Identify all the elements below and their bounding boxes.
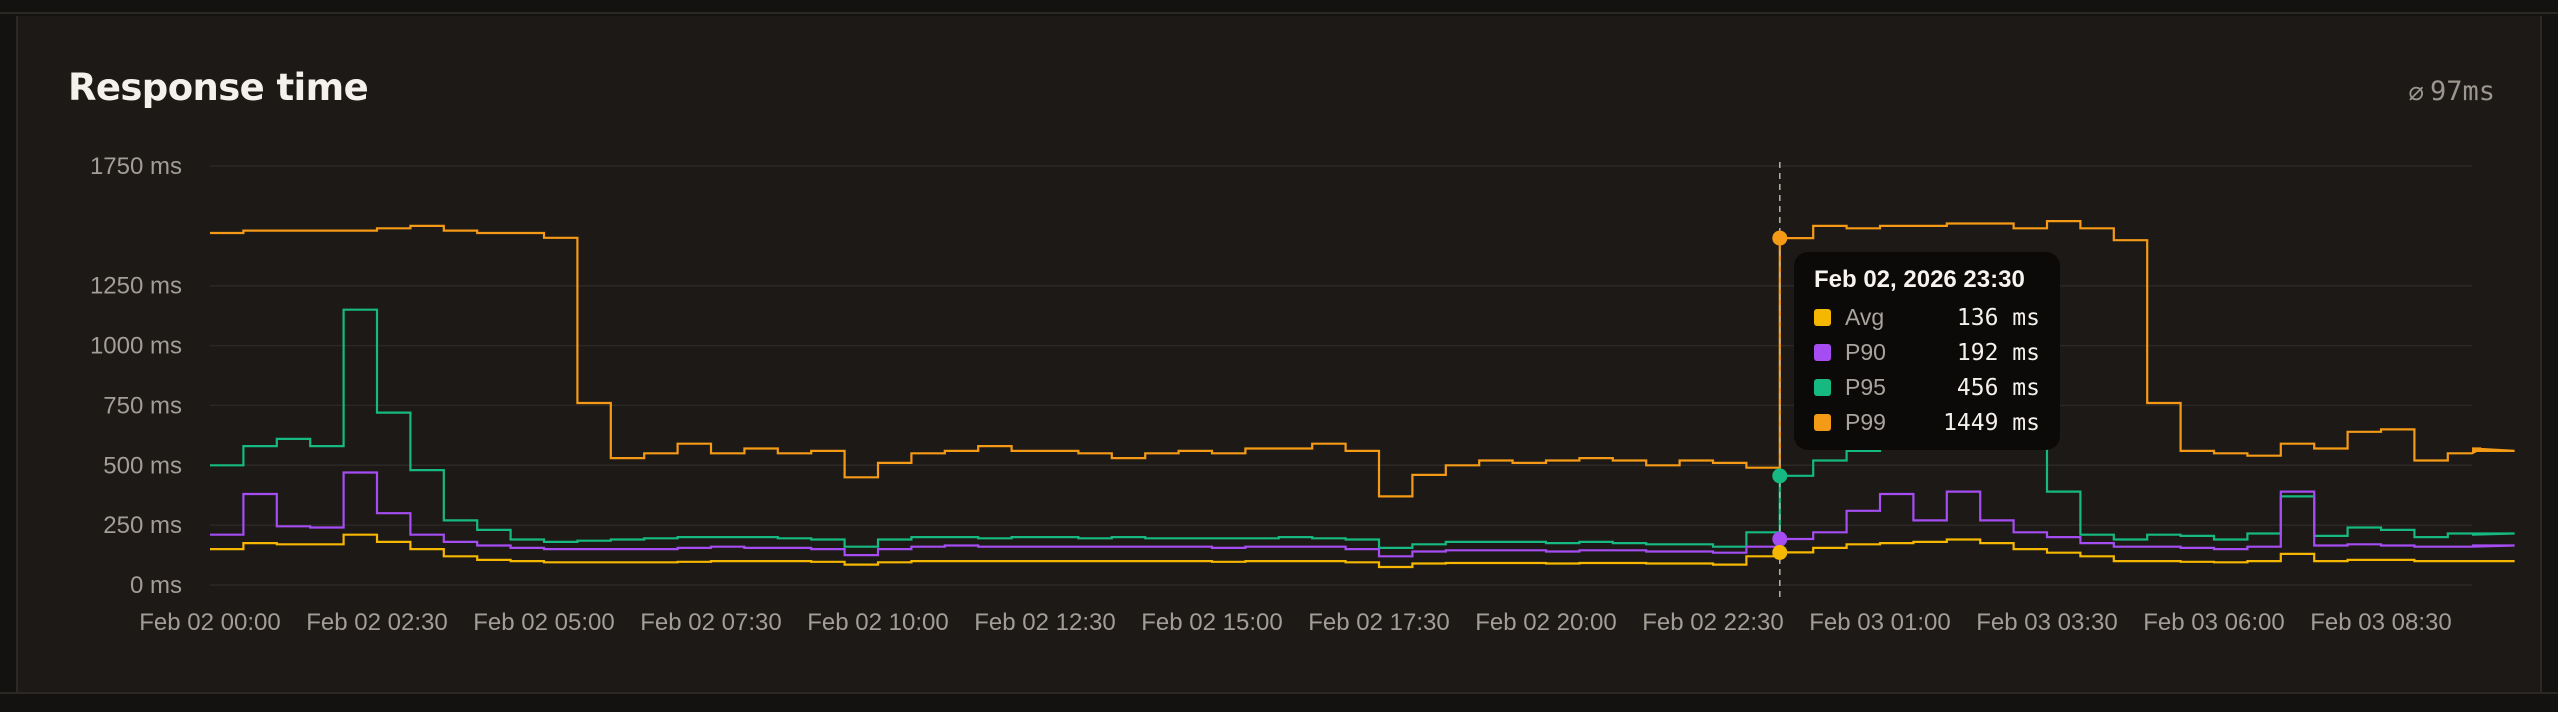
x-axis-tick-labels: Feb 02 00:00 Feb 02 02:30 Feb 02 05:00 Feb … — [139, 609, 2451, 636]
x-tick-label: Feb 03 01:00 — [1809, 609, 1950, 636]
series-line-avg — [210, 533, 2515, 569]
average-summary: ⌀ 97ms — [2408, 76, 2495, 107]
x-tick-label: Feb 02 07:30 — [640, 609, 781, 636]
series-line-p90 — [210, 471, 2515, 558]
x-tick-label: Feb 02 22:30 — [1642, 609, 1783, 636]
tooltip-swatch-p99 — [1814, 414, 1831, 431]
tooltip-label-avg: Avg — [1845, 304, 1885, 330]
tooltip-value-p95: 456 ms — [1956, 374, 2040, 401]
y-tick-label: 250 ms — [103, 512, 182, 539]
tooltip-swatch-p90 — [1814, 344, 1831, 361]
tooltip-swatch-avg — [1814, 309, 1831, 326]
hover-point-p90 — [1772, 531, 1788, 547]
series-line-p95 — [210, 308, 2515, 549]
y-tick-label: 500 ms — [103, 452, 182, 479]
y-axis-tick-labels: 0 ms 250 ms 500 ms 750 ms 1000 ms 1250 ms 1750… — [90, 153, 182, 599]
hover-point-avg — [1772, 544, 1788, 560]
hover-indicator — [1772, 162, 1788, 597]
x-tick-label: Feb 03 08:30 — [2310, 609, 2451, 636]
tooltip-swatch-p95 — [1814, 379, 1831, 396]
tooltip-title: Feb 02, 2026 23:30 — [1814, 266, 2025, 293]
chart-grid — [210, 165, 2472, 586]
tooltip-value-avg: 136 ms — [1956, 304, 2040, 331]
diameter-icon: ⌀ — [2408, 76, 2424, 107]
x-tick-label: Feb 02 00:00 — [139, 609, 280, 636]
x-tick-label: Feb 02 20:00 — [1475, 609, 1616, 636]
x-tick-label: Feb 03 03:30 — [1976, 609, 2117, 636]
hover-point-p99 — [1772, 230, 1788, 246]
card-title: Response time — [68, 66, 369, 109]
tooltip-label-p99: P99 — [1845, 409, 1886, 435]
tooltip-row-avg: Avg 136 ms — [1814, 300, 2040, 335]
y-tick-label: 1750 ms — [90, 153, 182, 180]
tooltip-row-p95: P95 456 ms — [1814, 370, 2040, 405]
chart-series — [210, 220, 2515, 569]
series-line-p99 — [210, 220, 2515, 498]
tooltip-row-p99: P99 1449 ms — [1814, 405, 2040, 440]
y-tick-label: 0 ms — [130, 572, 182, 599]
hover-point-p95 — [1772, 468, 1788, 484]
x-tick-label: Feb 02 12:30 — [974, 609, 1115, 636]
x-tick-label: Feb 02 05:00 — [473, 609, 614, 636]
response-time-card — [16, 16, 2542, 692]
average-value: 97ms — [2429, 76, 2495, 107]
chart-tooltip: Feb 02, 2026 23:30 Avg 136 ms P90 192 ms… — [1794, 252, 2060, 450]
y-tick-label: 1000 ms — [90, 333, 182, 360]
x-tick-label: Feb 02 15:00 — [1141, 609, 1282, 636]
y-tick-label: 1250 ms — [90, 273, 182, 300]
page-divider-top — [0, 12, 2558, 14]
page-divider-bottom — [0, 692, 2558, 694]
x-tick-label: Feb 02 10:00 — [807, 609, 948, 636]
tooltip-label-p95: P95 — [1845, 374, 1886, 400]
tooltip-value-p90: 192 ms — [1956, 339, 2040, 366]
y-tick-label: 750 ms — [103, 392, 182, 419]
tooltip-row-p90: P90 192 ms — [1814, 335, 2040, 370]
tooltip-label-p90: P90 — [1845, 339, 1886, 365]
tooltip-value-p99: 1449 ms — [1943, 409, 2040, 436]
x-tick-label: Feb 02 17:30 — [1308, 609, 1449, 636]
x-tick-label: Feb 03 06:00 — [2143, 609, 2284, 636]
x-tick-label: Feb 02 02:30 — [306, 609, 447, 636]
